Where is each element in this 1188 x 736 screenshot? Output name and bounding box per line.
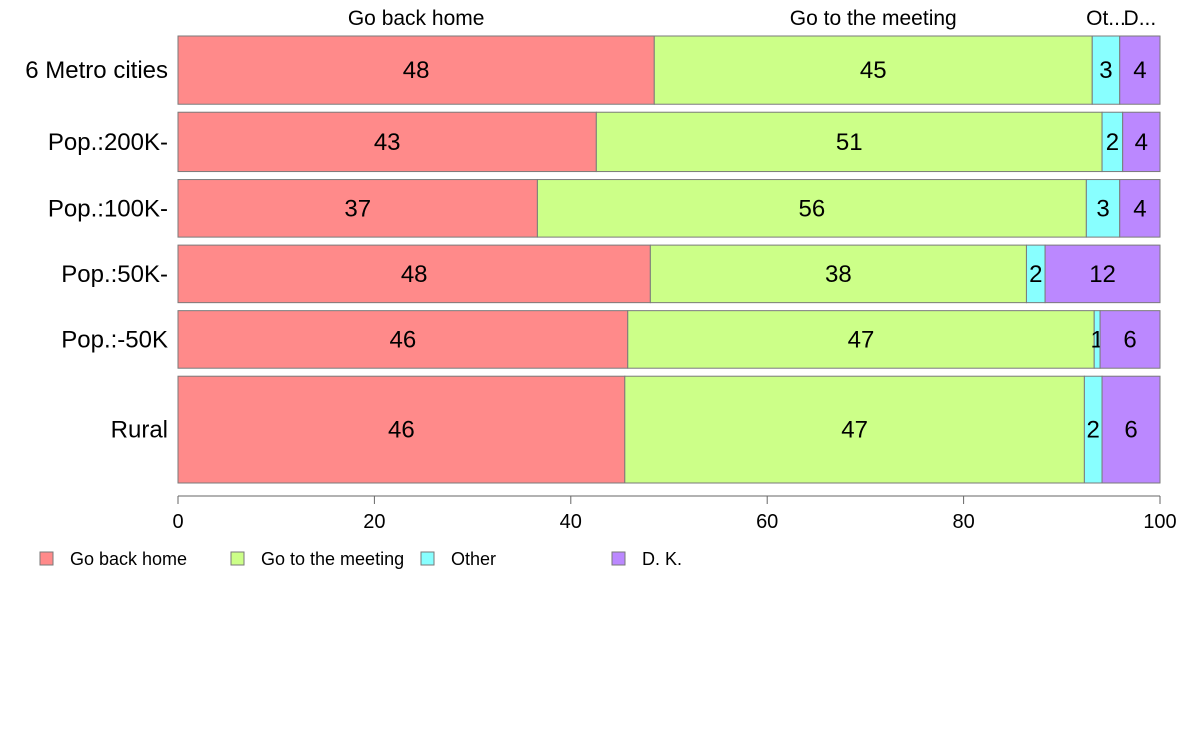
top-category-label: Go to the meeting bbox=[790, 7, 957, 30]
top-category-label: Ot... bbox=[1086, 7, 1126, 30]
data-label: 43 bbox=[374, 129, 401, 156]
data-label: 4 bbox=[1133, 195, 1146, 222]
legend-label: Go back home bbox=[70, 549, 187, 569]
legend-label: D. K. bbox=[642, 549, 682, 569]
data-label: 56 bbox=[799, 195, 826, 222]
top-category-label: D... bbox=[1124, 7, 1157, 30]
x-tick-label: 100 bbox=[1143, 511, 1176, 533]
bar-segment bbox=[536, 179, 1087, 238]
row-label: Pop.:-50K bbox=[61, 326, 168, 353]
data-label: 45 bbox=[860, 57, 887, 84]
row-label: 6 Metro cities bbox=[25, 57, 168, 84]
x-tick-label: 80 bbox=[952, 511, 974, 533]
legend-swatch bbox=[39, 551, 54, 566]
x-tick-label: 0 bbox=[172, 511, 183, 533]
data-label: 47 bbox=[848, 326, 875, 353]
bar-segment bbox=[1101, 375, 1161, 484]
data-label: 12 bbox=[1089, 261, 1116, 288]
bar-segment bbox=[653, 35, 1093, 105]
row-label: Pop.:100K- bbox=[48, 195, 168, 222]
bar-segment bbox=[177, 179, 538, 238]
legend-swatch bbox=[420, 551, 435, 566]
data-label: 3 bbox=[1096, 195, 1109, 222]
bar-segment bbox=[1122, 111, 1161, 173]
bar-segment bbox=[595, 111, 1103, 173]
bar-segment bbox=[1044, 244, 1161, 304]
data-label: 46 bbox=[388, 417, 415, 444]
data-label: 48 bbox=[403, 57, 430, 84]
data-label: 2 bbox=[1106, 129, 1119, 156]
legend-swatch bbox=[230, 551, 245, 566]
data-label: 3 bbox=[1099, 57, 1112, 84]
data-label: 46 bbox=[390, 326, 417, 353]
bar-segment bbox=[649, 244, 1027, 304]
row-label: Pop.:50K- bbox=[61, 261, 168, 288]
data-label: 4 bbox=[1133, 57, 1146, 84]
bar-segment bbox=[624, 375, 1085, 484]
data-label: 38 bbox=[825, 261, 852, 288]
legend-swatch bbox=[611, 551, 626, 566]
data-label: 37 bbox=[344, 195, 371, 222]
x-axis: 0 20 40 60 80 100 bbox=[172, 495, 1177, 533]
bar-segment bbox=[1085, 179, 1121, 238]
bar-segment bbox=[1119, 35, 1161, 105]
row-label: Pop.:200K- bbox=[48, 129, 168, 156]
data-label: 51 bbox=[836, 129, 863, 156]
row-label: Rural bbox=[111, 417, 168, 444]
data-label: 48 bbox=[401, 261, 428, 288]
x-tick-label: 20 bbox=[363, 511, 385, 533]
legend: Go back home Go to the meeting Other D. K. bbox=[39, 549, 682, 569]
data-label: 2 bbox=[1087, 417, 1100, 444]
data-label: 2 bbox=[1029, 261, 1042, 288]
bar-segment bbox=[177, 111, 597, 173]
top-category-label: Go back home bbox=[348, 7, 485, 30]
bar-segment bbox=[1091, 35, 1121, 105]
bar-segment bbox=[1099, 310, 1161, 369]
data-label: 6 bbox=[1124, 417, 1137, 444]
data-label: 4 bbox=[1135, 129, 1148, 156]
row-labels: 6 Metro cities Pop.:200K- Pop.:100K- Pop.:5… bbox=[25, 57, 168, 443]
legend-label: Go to the meeting bbox=[261, 549, 404, 569]
data-label: 6 bbox=[1123, 326, 1136, 353]
x-tick-label: 40 bbox=[560, 511, 582, 533]
x-tick-label: 60 bbox=[756, 511, 778, 533]
bar-segment bbox=[177, 35, 655, 105]
data-label: 47 bbox=[841, 417, 868, 444]
bar-segment bbox=[177, 375, 626, 484]
bar-segment bbox=[177, 244, 651, 304]
bar-segment bbox=[1119, 179, 1161, 238]
top-category-labels: Go back home Go to the meeting Ot...D... bbox=[348, 7, 1156, 30]
legend-label: Other bbox=[451, 549, 496, 569]
